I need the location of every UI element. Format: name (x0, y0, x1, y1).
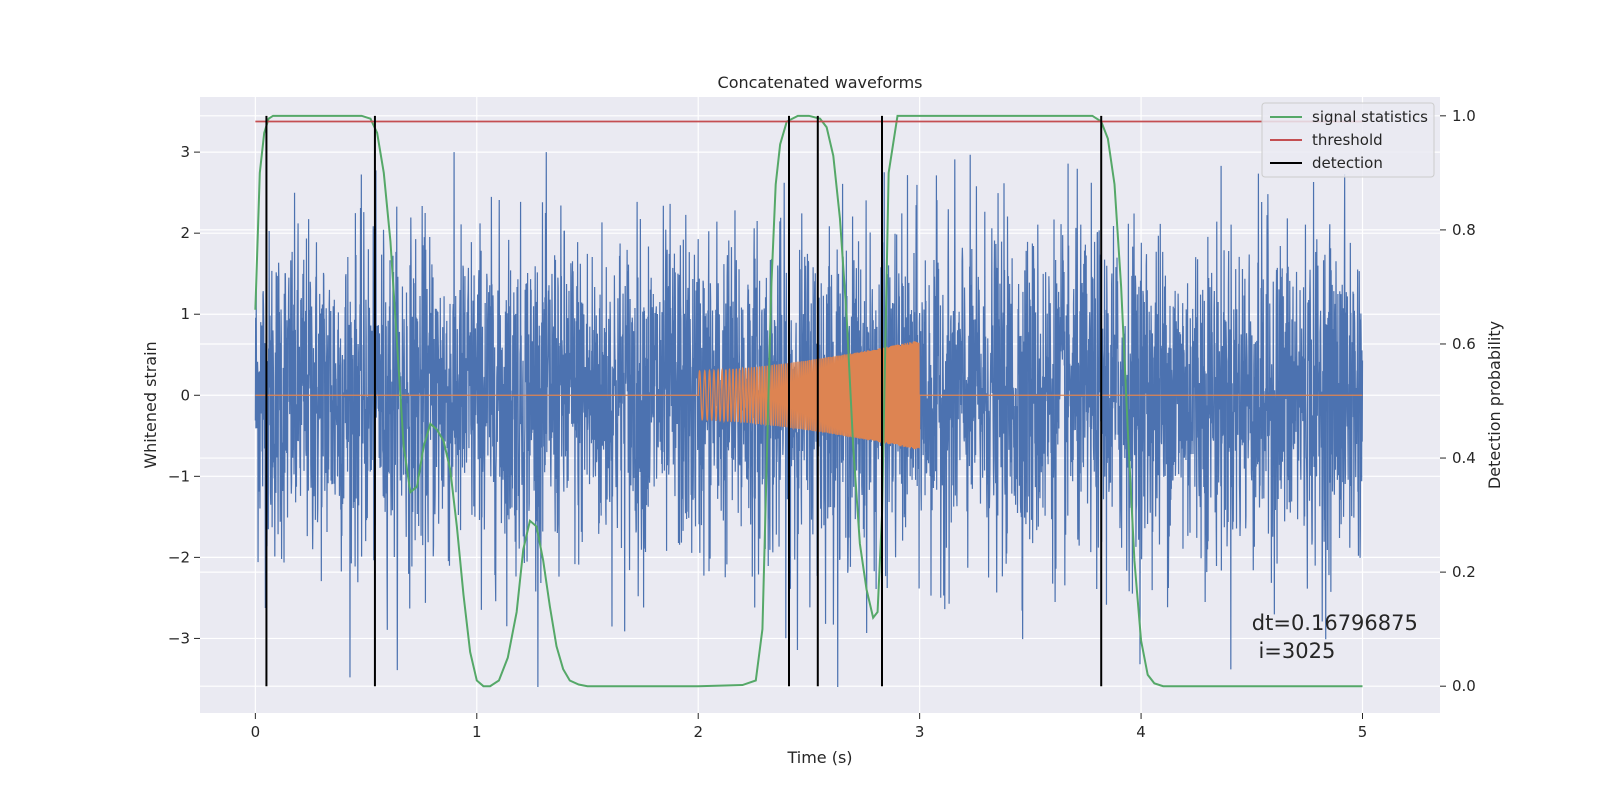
y2-tick-label: 0.2 (1452, 563, 1476, 581)
x-tick-label: 3 (915, 723, 925, 741)
signal-statistics-line (254, 114, 1363, 688)
y-tick-label: −1 (168, 467, 190, 485)
y2-tick-label: 1.0 (1452, 107, 1476, 125)
y2-tick-label: 0.6 (1452, 335, 1476, 353)
x-tick-label: 5 (1358, 723, 1368, 741)
x-axis-title: Time (s) (786, 748, 852, 767)
strain-series (254, 152, 1364, 688)
chart-title: Concatenated waveforms (718, 73, 923, 92)
legend-label-detection: detection (1312, 154, 1383, 172)
y-tick-label: −3 (168, 629, 190, 647)
detection-layer (254, 114, 1363, 688)
annotation-dt: dt=0.16796875 (1252, 611, 1418, 635)
y-axis-title: Whitened strain (141, 341, 160, 468)
y2-tick-label: 0.8 (1452, 221, 1476, 239)
legend-label-threshold: threshold (1312, 131, 1383, 149)
y2-tick-label: 0.4 (1452, 449, 1476, 467)
y-tick-label: 1 (180, 305, 190, 323)
legend-box (1261, 102, 1435, 178)
x-tick-label: 4 (1136, 723, 1146, 741)
x-tick-label: 2 (693, 723, 703, 741)
y2-tick-label: 0.0 (1452, 677, 1476, 695)
x-tick-label: 1 (472, 723, 482, 741)
annotation-i: i=3025 (1252, 639, 1336, 663)
legend: signal statistics threshold detection (1261, 102, 1435, 178)
y-tick-label: 3 (180, 143, 190, 161)
x-tick-label: 0 (251, 723, 261, 741)
ticks: 0 1 2 3 4 5 −3 −2 −1 0 1 2 3 0.0 0.2 0.4 0.6 0.8 1.0 (168, 107, 1476, 741)
y-tick-label: −2 (168, 548, 190, 566)
y-tick-label: 0 (180, 386, 190, 404)
strain-line (254, 152, 1364, 688)
y2-axis-title: Detection probability (1485, 321, 1504, 489)
legend-label-signal-statistics: signal statistics (1312, 108, 1428, 126)
y-tick-label: 2 (180, 224, 190, 242)
